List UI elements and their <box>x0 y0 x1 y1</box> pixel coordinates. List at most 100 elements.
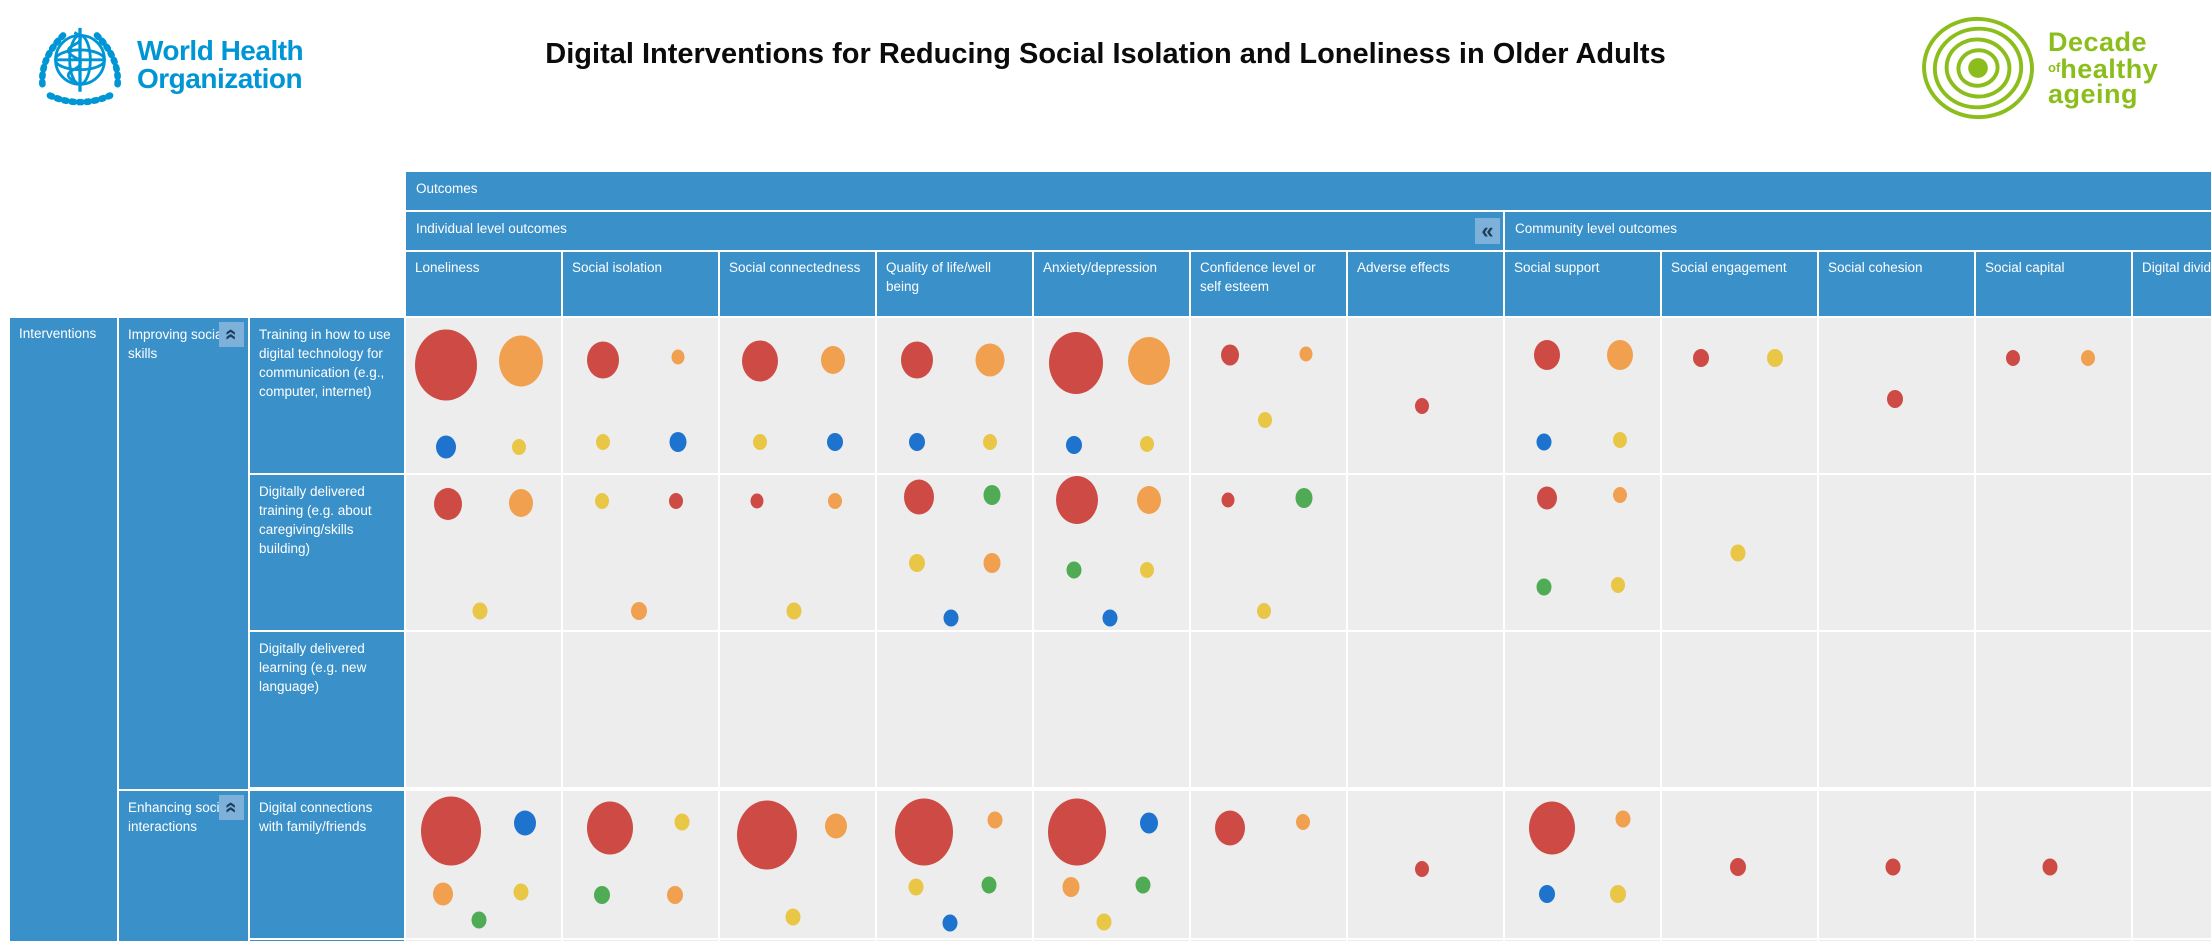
evidence-bubble-red[interactable] <box>1221 492 1235 508</box>
evidence-bubble-green[interactable] <box>1295 488 1313 509</box>
evidence-bubble-yellow[interactable] <box>1140 561 1155 578</box>
evidence-bubble-yellow[interactable] <box>908 878 924 896</box>
evidence-bubble-orange[interactable] <box>630 602 647 621</box>
evidence-bubble-yellow[interactable] <box>1767 349 1784 368</box>
evidence-bubble-green[interactable] <box>1066 561 1082 579</box>
evidence-bubble-red[interactable] <box>901 341 934 379</box>
evidence-bubble-orange[interactable] <box>821 345 846 374</box>
evidence-bubble-orange[interactable] <box>498 335 543 387</box>
evidence-bubble-orange[interactable] <box>1295 813 1310 830</box>
evidence-bubble-orange[interactable] <box>1127 337 1170 386</box>
evidence-bubble-blue[interactable] <box>943 609 959 627</box>
evidence-bubble-red[interactable] <box>433 488 462 521</box>
evidence-bubble-red[interactable] <box>669 493 684 510</box>
evidence-bubble-red[interactable] <box>1528 801 1575 855</box>
evidence-bubble-red[interactable] <box>586 801 633 855</box>
evidence-bubble-green[interactable] <box>983 485 1001 506</box>
matrix-row: Digitally delivered training (e.g. about… <box>250 475 2211 630</box>
evidence-bubble-yellow[interactable] <box>1730 544 1746 561</box>
evidence-bubble-green[interactable] <box>1135 876 1150 894</box>
evidence-bubble-red[interactable] <box>2042 858 2058 876</box>
evidence-bubble-yellow[interactable] <box>1612 432 1627 449</box>
evidence-bubble-red[interactable] <box>1220 344 1239 366</box>
evidence-bubble-orange[interactable] <box>666 886 683 905</box>
evidence-bubble-orange[interactable] <box>983 553 1001 574</box>
evidence-bubble-blue[interactable] <box>942 914 958 932</box>
evidence-bubble-red[interactable] <box>587 341 620 379</box>
matrix-cell <box>2133 318 2211 473</box>
evidence-bubble-red[interactable] <box>420 796 481 866</box>
evidence-bubble-orange[interactable] <box>1615 810 1631 828</box>
evidence-bubble-yellow[interactable] <box>1096 913 1112 931</box>
evidence-bubble-red[interactable] <box>903 479 934 515</box>
evidence-bubble-red[interactable] <box>736 800 797 870</box>
evidence-bubble-yellow[interactable] <box>983 434 998 450</box>
evidence-bubble-red[interactable] <box>1056 475 1099 524</box>
evidence-bubble-blue[interactable] <box>1102 609 1118 627</box>
evidence-bubble-red[interactable] <box>1729 858 1746 877</box>
evidence-bubble-yellow[interactable] <box>785 908 801 926</box>
evidence-bubble-orange[interactable] <box>1606 340 1633 371</box>
evidence-bubble-red[interactable] <box>1048 331 1103 394</box>
evidence-bubble-red[interactable] <box>1415 860 1430 877</box>
individual-outcomes-group-header: Individual level outcomes « <box>406 212 1503 250</box>
evidence-bubble-red[interactable] <box>1692 349 1709 368</box>
evidence-bubble-blue[interactable] <box>514 810 537 836</box>
evidence-bubble-red[interactable] <box>1415 398 1430 415</box>
evidence-bubble-blue[interactable] <box>1139 812 1158 834</box>
evidence-bubble-blue[interactable] <box>1066 436 1083 455</box>
evidence-bubble-yellow[interactable] <box>1140 435 1155 452</box>
evidence-bubble-yellow[interactable] <box>1610 884 1627 903</box>
evidence-bubble-yellow[interactable] <box>594 493 609 510</box>
evidence-bubble-red[interactable] <box>1536 486 1557 510</box>
evidence-bubble-red[interactable] <box>1886 389 1903 408</box>
evidence-bubble-yellow[interactable] <box>674 813 690 831</box>
evidence-bubble-green[interactable] <box>593 886 610 905</box>
evidence-bubble-orange[interactable] <box>825 813 848 839</box>
evidence-bubble-orange[interactable] <box>1136 485 1161 514</box>
evidence-bubble-blue[interactable] <box>1536 433 1552 451</box>
evidence-bubble-blue[interactable] <box>436 435 457 459</box>
evidence-bubble-orange[interactable] <box>1299 346 1313 362</box>
evidence-bubble-green[interactable] <box>1536 578 1552 596</box>
evidence-bubble-red[interactable] <box>750 493 764 509</box>
evidence-bubble-yellow[interactable] <box>1258 412 1273 429</box>
evidence-bubble-red[interactable] <box>1048 798 1107 866</box>
collapse-rows-button[interactable]: « <box>219 322 244 347</box>
evidence-bubble-orange[interactable] <box>1062 876 1080 897</box>
evidence-bubble-yellow[interactable] <box>753 434 768 450</box>
evidence-bubble-yellow[interactable] <box>512 438 527 455</box>
evidence-bubble-orange[interactable] <box>508 488 533 517</box>
evidence-bubble-orange[interactable] <box>2080 350 2095 367</box>
evidence-bubble-green[interactable] <box>471 911 487 929</box>
evidence-bubble-orange[interactable] <box>987 811 1003 829</box>
evidence-bubble-orange[interactable] <box>671 349 685 365</box>
evidence-bubble-red[interactable] <box>742 340 779 382</box>
evidence-bubble-yellow[interactable] <box>1611 577 1626 594</box>
evidence-bubble-yellow[interactable] <box>513 883 529 901</box>
evidence-bubble-blue[interactable] <box>826 433 843 451</box>
evidence-bubble-red[interactable] <box>1214 810 1245 846</box>
evidence-bubble-blue[interactable] <box>669 432 687 452</box>
evidence-bubble-orange[interactable] <box>1612 487 1627 504</box>
evidence-bubble-blue[interactable] <box>909 433 926 451</box>
evidence-bubble-yellow[interactable] <box>472 602 488 620</box>
evidence-bubble-red[interactable] <box>415 329 478 400</box>
matrix-cell <box>1191 318 1346 473</box>
collapse-columns-button[interactable]: « <box>1475 218 1500 244</box>
evidence-bubble-red[interactable] <box>1885 858 1901 876</box>
collapse-rows-button[interactable]: « <box>219 795 244 820</box>
evidence-bubble-red[interactable] <box>2006 350 2021 367</box>
evidence-bubble-yellow[interactable] <box>596 434 611 450</box>
evidence-bubble-orange[interactable] <box>975 343 1005 377</box>
evidence-bubble-orange[interactable] <box>433 882 454 906</box>
evidence-bubble-yellow[interactable] <box>909 554 926 573</box>
evidence-bubble-yellow[interactable] <box>1256 603 1271 620</box>
evidence-bubble-green[interactable] <box>981 876 997 894</box>
evidence-bubble-yellow[interactable] <box>786 602 802 620</box>
evidence-bubble-blue[interactable] <box>1538 884 1555 903</box>
evidence-bubble-red[interactable] <box>894 798 953 866</box>
category-label: Improving social skills <box>128 327 226 361</box>
evidence-bubble-red[interactable] <box>1533 340 1560 371</box>
evidence-bubble-orange[interactable] <box>827 493 842 510</box>
